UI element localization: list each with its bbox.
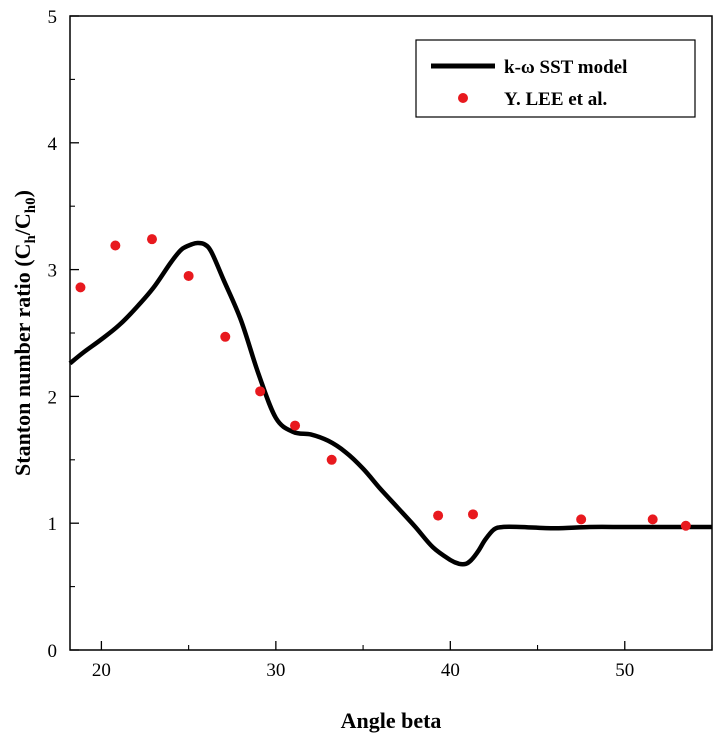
data-point-lee <box>146 234 157 245</box>
y-axis-title-suffix: ) <box>10 190 35 197</box>
y-tick-label: 0 <box>48 641 58 662</box>
y-axis-title-sub2: h0 <box>23 197 39 213</box>
x-tick-label: 40 <box>441 660 460 681</box>
y-tick-label: 5 <box>48 7 58 28</box>
legend-label-experiment: Y. LEE et al. <box>504 89 607 110</box>
y-tick-label: 3 <box>48 261 58 282</box>
series-points-group <box>75 234 691 531</box>
data-point-lee <box>326 454 337 465</box>
legend-box <box>415 39 696 118</box>
y-tick-label: 4 <box>48 134 58 155</box>
data-point-lee <box>647 514 658 525</box>
x-axis-title: Angle beta <box>341 708 442 733</box>
data-point-lee <box>576 514 587 525</box>
y-axis-title-sub1: h <box>23 235 39 244</box>
x-tick-label: 50 <box>615 660 634 681</box>
data-point-lee <box>220 331 231 342</box>
data-point-lee <box>75 282 86 293</box>
x-tick-label: 30 <box>266 660 285 681</box>
data-point-lee <box>110 240 121 251</box>
legend: k-ω SST model Y. LEE et al. <box>415 39 696 118</box>
axis-ticks: 20 30 40 50 0 1 2 3 4 5 <box>48 7 713 681</box>
data-point-lee <box>183 270 194 281</box>
y-axis-title-mid: /C <box>10 213 35 236</box>
series-line-k-omega-sst <box>68 240 712 567</box>
data-point-lee <box>433 510 444 521</box>
data-point-lee <box>255 386 266 397</box>
x-tick-label: 20 <box>92 660 111 681</box>
legend-marker-experiment <box>458 93 468 103</box>
y-tick-label: 1 <box>48 514 58 535</box>
legend-label-model: k-ω SST model <box>504 57 627 78</box>
y-tick-label: 2 <box>48 387 58 408</box>
data-point-lee <box>467 509 478 520</box>
y-axis-title: Stanton number ratio (Ch/Ch0) <box>10 190 39 476</box>
data-point-lee <box>680 520 691 531</box>
y-axis-title-prefix: Stanton number ratio (C <box>10 244 35 476</box>
data-point-lee <box>290 420 301 431</box>
series-line-group <box>68 240 712 567</box>
